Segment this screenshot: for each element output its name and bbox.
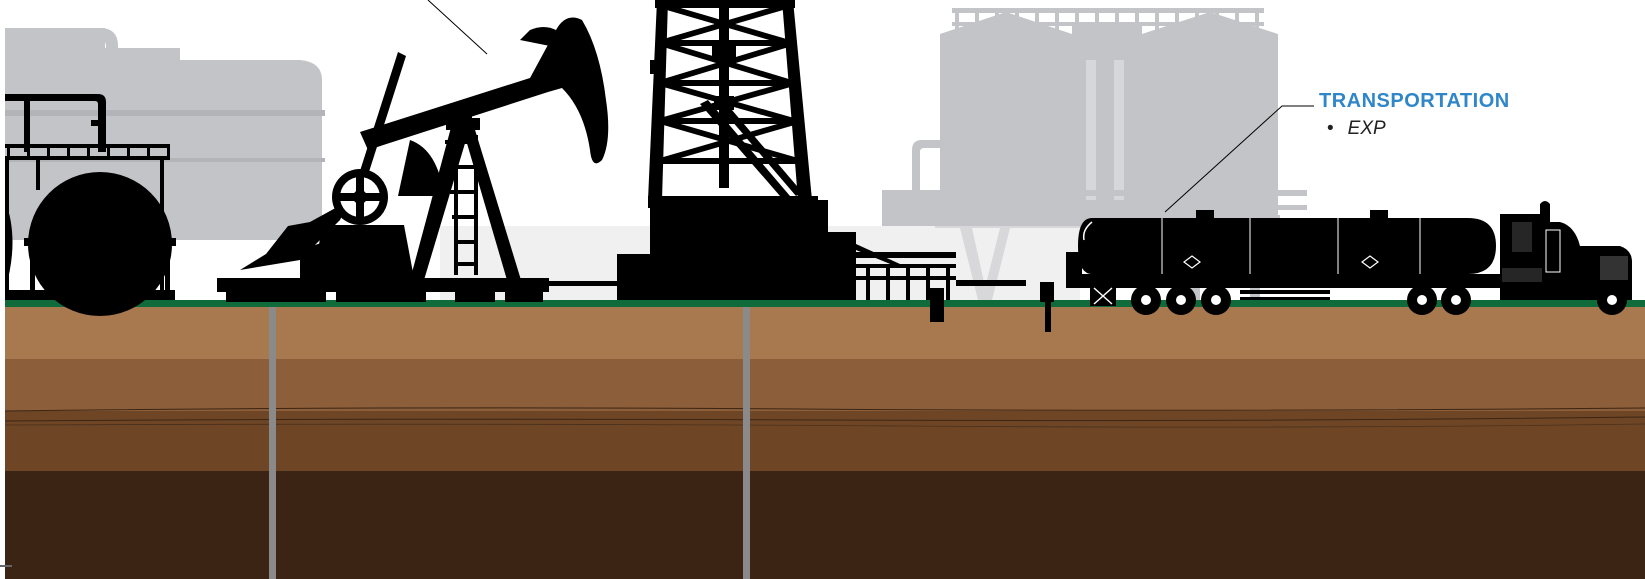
well-pipe-right	[743, 307, 750, 579]
clay-layer	[5, 411, 1645, 471]
topsoil-layer	[5, 307, 1645, 359]
grass-line	[5, 300, 1645, 307]
well-pipe-left	[269, 307, 276, 579]
tanker-truck-icon	[1066, 201, 1632, 315]
soil-layer	[5, 359, 1645, 411]
manifold-platform	[856, 244, 1054, 332]
leader-line-upper	[427, 0, 488, 55]
pumpjack-icon	[217, 17, 619, 302]
bedrock-layer	[5, 471, 1645, 579]
transportation-heading: TRANSPORTATION	[1319, 90, 1510, 112]
drilling-rig-icon	[617, 0, 856, 300]
transportation-list: EXP	[1327, 118, 1386, 140]
transportation-item-exp: EXP	[1327, 118, 1386, 140]
leader-line-transportation	[1164, 105, 1314, 213]
ground-strata	[4, 300, 1645, 579]
storage-tank-icon	[5, 94, 176, 316]
